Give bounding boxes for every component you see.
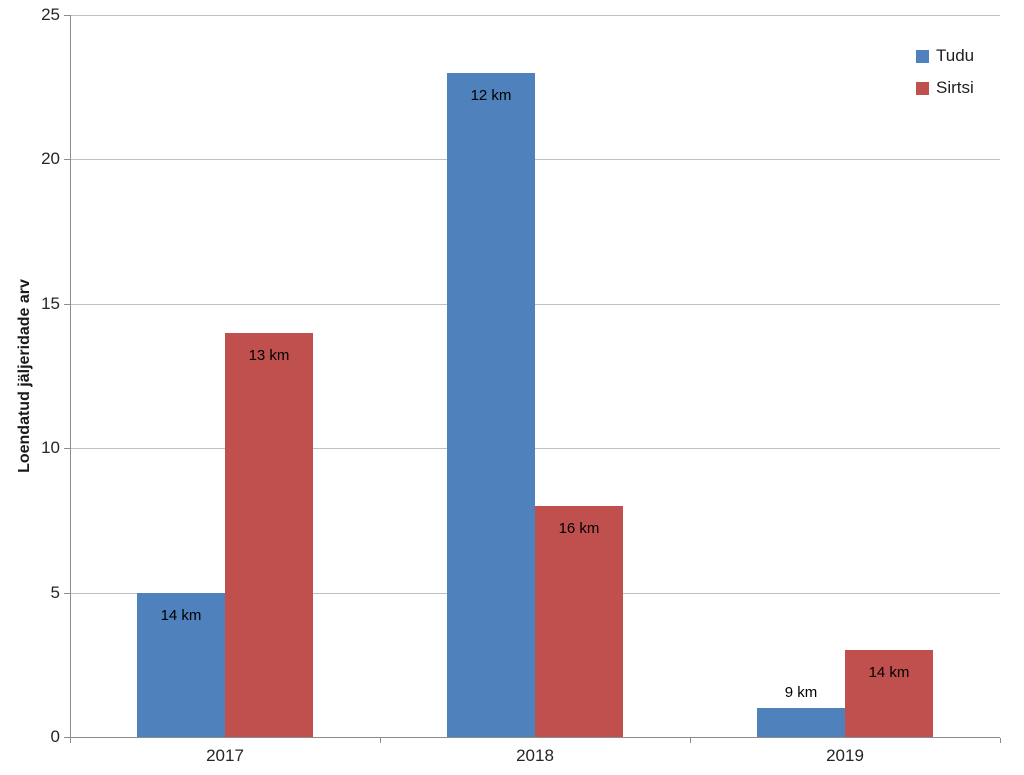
x-category-label: 2018 <box>516 746 554 765</box>
legend-item-sirtsi: Sirtsi <box>916 79 974 97</box>
y-axis-tick <box>64 15 70 16</box>
legend-item-tudu: Tudu <box>916 47 974 65</box>
y-tick-label: 20 <box>41 149 60 168</box>
gridline <box>70 15 1000 16</box>
bar-sirtsi-2019 <box>845 650 933 737</box>
bar-data-label: 9 km <box>784 684 818 701</box>
bar-tudu-2017 <box>137 592 225 737</box>
legend-swatch-icon <box>916 49 929 63</box>
bar-data-label: 16 km <box>558 520 600 537</box>
bar-tudu-2019 <box>757 708 845 737</box>
bar-tudu-2018 <box>447 72 535 737</box>
y-axis-tick <box>64 304 70 305</box>
y-axis-line <box>70 15 71 737</box>
legend-label: Sirtsi <box>936 78 974 97</box>
y-axis-tick <box>64 448 70 449</box>
gridline <box>70 448 1000 450</box>
legend-swatch-icon <box>916 81 929 95</box>
x-axis-tick <box>70 738 71 743</box>
y-tick-label: 15 <box>41 294 60 313</box>
x-axis-tick <box>380 738 381 743</box>
bar-sirtsi-2017 <box>225 332 313 737</box>
bar-data-label: 14 km <box>160 607 202 624</box>
legend-label: Tudu <box>936 46 975 65</box>
x-axis-line <box>70 737 1000 738</box>
bar-data-label: 14 km <box>868 664 910 681</box>
y-axis-tick <box>64 737 70 738</box>
x-axis-tick <box>690 738 691 743</box>
y-tick-label: 10 <box>41 438 60 457</box>
gridline <box>70 159 1000 161</box>
bar-data-label: 12 km <box>470 87 512 104</box>
y-axis-tick <box>64 159 70 160</box>
x-category-label: 2017 <box>206 746 244 765</box>
x-category-label: 2019 <box>826 746 864 765</box>
legend: Tudu Sirtsi <box>916 47 974 97</box>
y-tick-label: 25 <box>41 5 60 24</box>
y-axis-tick <box>64 593 70 594</box>
bar-sirtsi-2018 <box>535 506 623 737</box>
y-tick-label: 5 <box>50 583 60 602</box>
x-axis-tick <box>1000 738 1001 743</box>
gridline <box>70 303 1000 305</box>
y-tick-label: 0 <box>50 727 60 746</box>
bar-data-label: 13 km <box>248 347 290 364</box>
